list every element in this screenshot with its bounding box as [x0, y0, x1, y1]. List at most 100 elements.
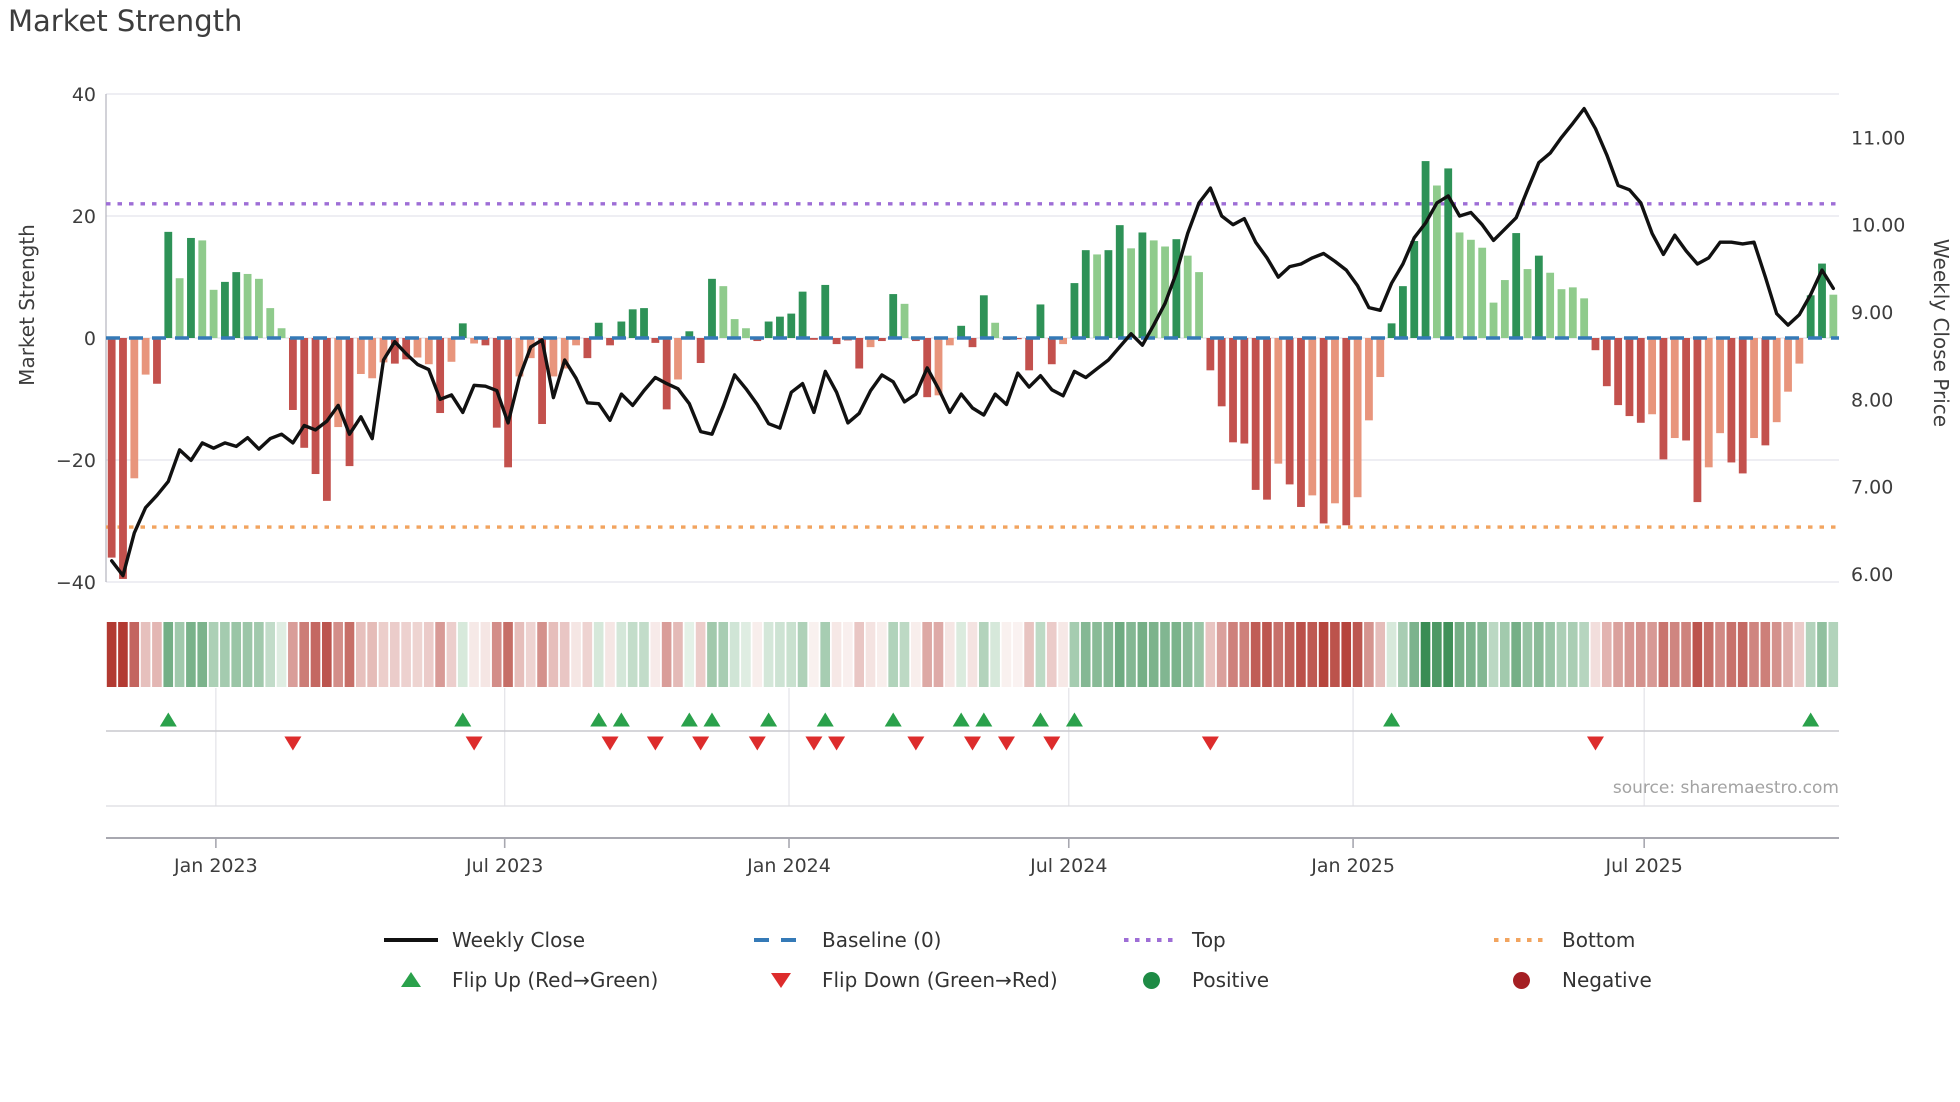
heatmap-cell	[1148, 622, 1159, 687]
strength-bar	[300, 338, 309, 448]
strength-bar	[1036, 304, 1045, 338]
heatmap-cell	[1046, 622, 1057, 687]
strength-bar	[617, 321, 626, 338]
status-dot-icon	[1124, 970, 1178, 990]
heatmap-cell	[1114, 622, 1125, 687]
flip-down-marker	[964, 736, 981, 751]
heatmap-cell	[729, 622, 740, 687]
legend-item-label: Flip Down (Green→Red)	[822, 968, 1058, 992]
strength-bar	[413, 338, 422, 358]
heatmap-cell	[1817, 622, 1827, 687]
y-axis-title-left: Market Strength	[15, 224, 39, 386]
strength-bar	[1421, 161, 1430, 338]
strength-bar	[1013, 338, 1022, 340]
heatmap-cell	[231, 622, 242, 687]
heatmap-cell	[1296, 622, 1306, 687]
strength-bar	[1342, 338, 1351, 526]
legend-item-label: Flip Up (Red→Green)	[452, 968, 659, 992]
strength-bar	[1682, 338, 1690, 441]
heatmap-cell	[1318, 622, 1329, 687]
heatmap-cell	[752, 622, 763, 687]
strength-bar	[889, 294, 898, 338]
strength-bar	[832, 338, 841, 345]
strength-bar	[1263, 338, 1271, 500]
heatmap-cell	[1522, 622, 1533, 687]
strength-bar	[1534, 255, 1543, 338]
heatmap-cell	[163, 622, 174, 687]
heatmap-cell	[1579, 622, 1589, 687]
strength-bar	[594, 322, 603, 338]
heatmap-cell	[1749, 622, 1759, 687]
heatmap-cell	[922, 622, 932, 687]
heatmap-cell	[1375, 622, 1386, 687]
strength-bar	[1580, 298, 1589, 338]
legend-item-label: Negative	[1562, 968, 1652, 992]
heatmap-cell	[1228, 622, 1238, 687]
y-right-tick-label: 10.00	[1851, 215, 1905, 237]
strength-bar	[877, 338, 886, 342]
x-tick-label: Jul 2024	[1029, 855, 1107, 877]
strength-bar	[1478, 247, 1487, 338]
heatmap-cell	[537, 622, 547, 687]
strength-bar	[1059, 338, 1068, 345]
strength-bar	[1195, 272, 1203, 338]
heatmap-cell	[1726, 622, 1737, 687]
strength-bar	[560, 338, 569, 369]
heatmap-cell	[1715, 622, 1725, 687]
strength-bar	[696, 338, 705, 364]
strength-bar	[107, 338, 116, 558]
strength-bar	[572, 338, 580, 346]
strength-bar	[798, 291, 807, 338]
heatmap-cell	[1703, 622, 1714, 687]
price-line	[109, 106, 1836, 578]
heatmap-cell	[933, 622, 944, 687]
strength-bar	[1376, 338, 1385, 378]
strength-bar	[1229, 338, 1237, 443]
y-left-tick-label: 20	[72, 206, 96, 228]
strength-bar	[957, 325, 966, 338]
strength-bar	[130, 338, 139, 479]
heatmap-cell	[1590, 622, 1601, 687]
flip-down-marker	[601, 736, 619, 751]
heatmap-cell	[978, 622, 989, 687]
strength-bar	[549, 338, 558, 377]
flip-down-marker	[465, 736, 483, 751]
strength-bar	[1455, 232, 1464, 338]
heatmap-cell	[355, 622, 366, 687]
y-right-tick-label: 7.00	[1851, 477, 1893, 499]
flip-down-marker	[646, 736, 664, 751]
strength-bar	[1738, 338, 1747, 474]
heatmap-cell	[571, 622, 581, 687]
legend-item: Negative	[1494, 968, 1864, 992]
heatmap-cell	[1137, 622, 1148, 687]
strength-bar	[1784, 338, 1792, 392]
strength-bar	[1432, 185, 1441, 338]
heatmap-cell	[1613, 622, 1623, 687]
legend: Weekly Close Baseline (0) Top Bottom Flip Up…	[384, 928, 1864, 992]
heatmap-cell	[412, 622, 423, 687]
strength-bar	[424, 338, 433, 365]
strength-bar	[1387, 323, 1396, 338]
flip-down-marker	[748, 736, 766, 751]
strength-bar	[379, 338, 388, 363]
heatmap-cell	[378, 622, 389, 687]
heatmap-cell	[186, 622, 196, 687]
strength-bar	[1285, 338, 1294, 485]
strength-bar	[1716, 338, 1724, 434]
heatmap-cell	[1624, 622, 1635, 687]
strength-bar	[1625, 338, 1634, 417]
heatmap-cell	[1466, 622, 1476, 687]
strength-bar	[504, 338, 513, 468]
heatmap-cell	[118, 622, 128, 687]
heatmap-cell	[389, 622, 400, 687]
strength-bar	[153, 338, 161, 384]
weekly-close-line	[109, 106, 1836, 578]
strength-bar	[1093, 254, 1101, 338]
heatmap-cell	[1069, 622, 1080, 687]
strength-bar	[164, 231, 173, 338]
heatmap-cell	[967, 622, 978, 687]
strength-bar	[651, 338, 660, 343]
status-dot-icon	[1494, 970, 1548, 990]
